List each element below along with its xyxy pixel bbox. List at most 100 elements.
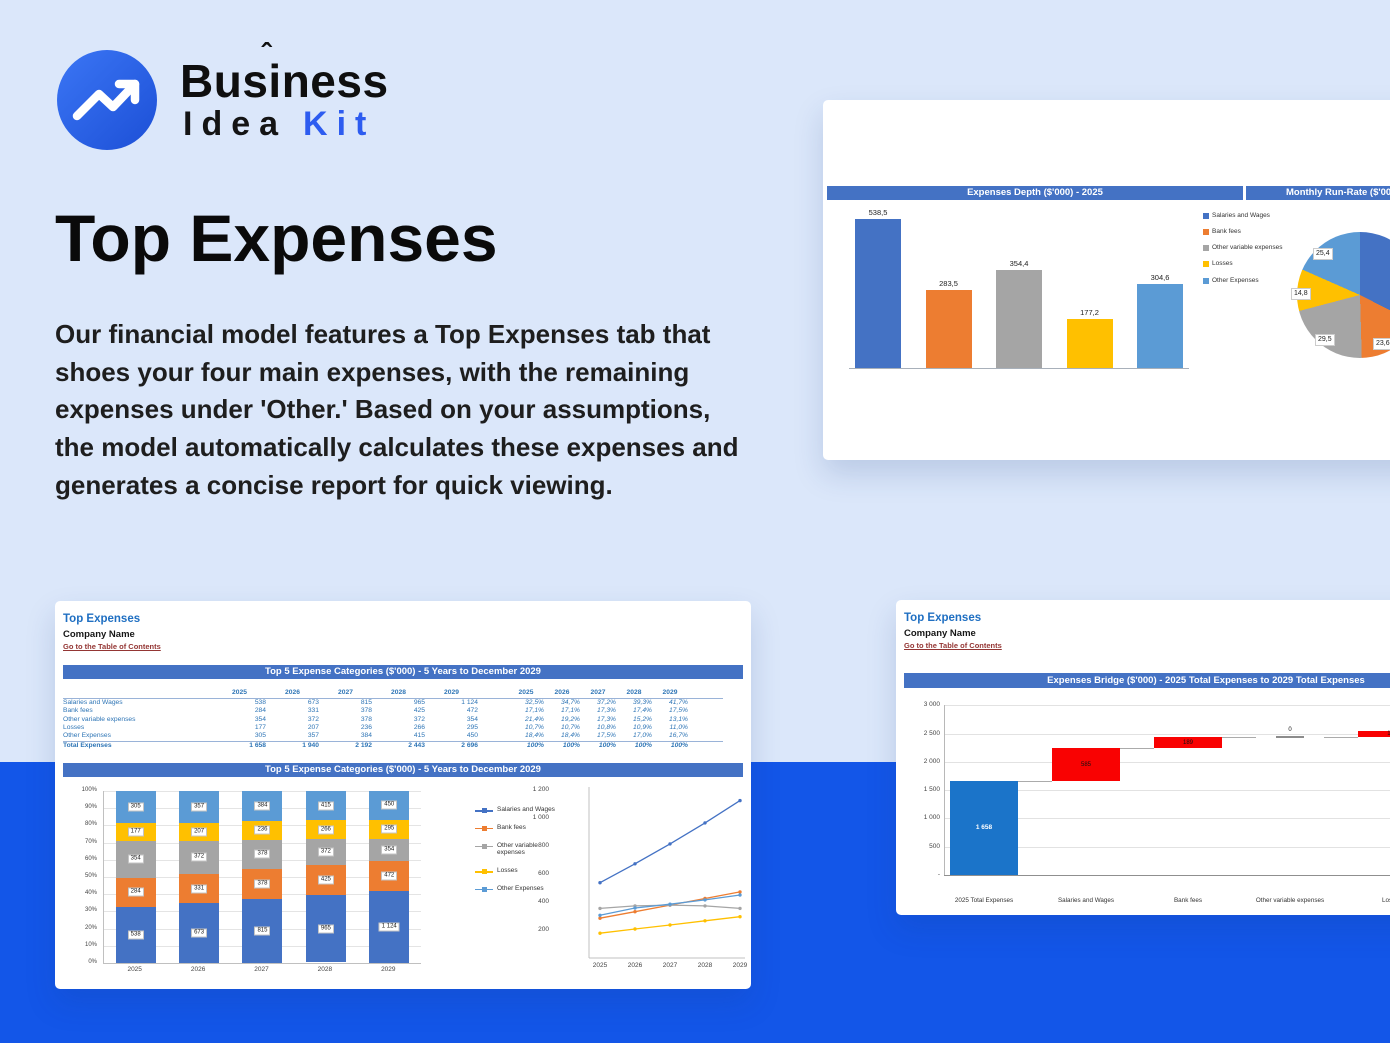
bar	[925, 289, 972, 368]
legend-marker	[475, 825, 493, 831]
segment-value-label: 425	[317, 875, 334, 885]
cell-percent: 17,3%	[597, 707, 616, 715]
row-label: Total Expenses	[63, 742, 112, 750]
cell-value: 354	[254, 715, 266, 723]
connector-line	[1222, 737, 1256, 739]
cell-percent: 2029	[662, 689, 678, 696]
cell-percent: 13,1%	[669, 715, 688, 723]
stacked-segment: 354	[115, 840, 156, 878]
stacked-segment: 384	[242, 791, 283, 822]
table-row: Total Expenses 1 658 1 940 2 192 2 443 2 696 1…	[63, 741, 723, 750]
cell-value: 1 940	[302, 742, 319, 750]
stacked-bar-chart: 305 177 354 284 538 357 207 372 331 673 384 236 378 3…	[103, 791, 421, 964]
bar	[1066, 319, 1113, 368]
gridline	[944, 705, 1390, 707]
waterfall-chart: 3 000 2 500 2 000 1 500 1 000 500 - 1 658 2025 T…	[896, 695, 1390, 910]
cell-value: 538	[254, 699, 266, 706]
y-axis-label: 40%	[84, 890, 97, 897]
cell-percent: 2028	[626, 689, 642, 696]
depth-card: Expenses Depth ($'000) - 2025 Monthly Ru…	[823, 100, 1390, 460]
segment-value-label: 372	[191, 852, 208, 862]
stacked-segment: 177	[115, 822, 156, 841]
stacked-segment: 372	[305, 838, 346, 865]
y-axis-label: 20%	[84, 924, 97, 931]
stacked-segment: 1 124	[369, 891, 410, 963]
cell-value: 2 696	[461, 742, 478, 750]
legend-label: Other variable expenses	[497, 841, 538, 857]
sheet-title: Top Expenses	[904, 612, 982, 624]
brand-logo	[57, 50, 157, 150]
table-row: Bank fees 284 331 378 425 472 17,1% 17,1% 17,3% 1…	[63, 707, 723, 715]
y-axis-label: 80%	[84, 821, 97, 828]
segment-value-label: 673	[191, 928, 208, 938]
y-axis-label: 1 200	[532, 786, 549, 793]
y-axis	[944, 705, 945, 875]
toc-link[interactable]: Go to the Table of Contents	[904, 641, 1002, 650]
cell-value: 2 192	[355, 742, 372, 750]
stacked-segment: 236	[242, 821, 283, 840]
segment-value-label: 1 124	[378, 922, 400, 932]
depth-bar-chart: 538,5 283,5 354,4 177,2 304,6	[849, 202, 1189, 369]
row-label: Bank fees	[63, 707, 93, 715]
stacked-segment: 207	[179, 822, 220, 841]
growth-arrow-icon	[72, 79, 140, 121]
cell-value: 378	[360, 707, 372, 715]
table-row: Other variable expenses 354 372 378 372 354 21…	[63, 716, 723, 724]
line-chart	[588, 787, 745, 959]
segment-value-label: 815	[254, 926, 271, 936]
stacked-column: 305 177 354 284 538	[115, 791, 156, 963]
legend-label: Other variable expenses	[1212, 244, 1283, 252]
stacked-segment: 378	[242, 839, 283, 870]
legend-item: Other variable expenses	[475, 842, 561, 858]
x-axis-label: Salaries and Wages	[1057, 897, 1115, 904]
cell-value: 177	[254, 723, 266, 731]
bar-value-label: 304,6	[1150, 272, 1170, 282]
y-axis-label: 10%	[84, 941, 97, 948]
x-axis-label: 2027	[254, 966, 269, 973]
legend-swatch	[1203, 277, 1209, 284]
segment-value-label: 295	[381, 824, 398, 834]
y-axis-label: 2 500	[923, 729, 940, 737]
top5-table-banner: Top 5 Expense Categories ($'000) - 5 Yea…	[63, 665, 743, 679]
cell-percent: 2026	[554, 689, 570, 696]
x-axis-label: Bank fees	[1173, 897, 1202, 904]
stacked-segment: 815	[242, 899, 283, 963]
segment-value-label: 472	[381, 871, 398, 881]
page-description: Our financial model features a Top Expen…	[55, 319, 739, 500]
y-axis-label: 200	[538, 926, 549, 933]
wordmark-pre: Bus	[180, 55, 269, 107]
cell-value: 207	[307, 723, 319, 731]
x-axis-label: 2025 Total Expenses	[954, 897, 1014, 904]
x-axis	[944, 875, 1390, 876]
x-axis-label: 2028	[317, 966, 333, 973]
gridline	[944, 790, 1390, 792]
stacked-segment: 354	[369, 838, 410, 862]
connector-line	[1120, 748, 1154, 749]
cell-value: 673	[307, 699, 319, 706]
y-axis-label: 3 000	[923, 701, 940, 709]
legend-swatch	[1203, 213, 1209, 219]
bar-column: 304,6	[1131, 202, 1189, 368]
y-axis-label: 1 000	[532, 814, 549, 821]
bar	[1052, 748, 1120, 782]
x-axis-label: Losses	[1382, 897, 1390, 904]
cell-percent: 100%	[670, 742, 688, 750]
cell-value: 372	[307, 715, 319, 723]
y-axis-label: 400	[538, 898, 549, 905]
legend-label: Other Expenses	[1212, 276, 1259, 284]
segment-value-label: 538	[127, 930, 144, 940]
bar-value-label: 283,5	[939, 278, 958, 288]
bar-column: 283,5	[920, 202, 978, 368]
wordmark-post: ness	[281, 55, 389, 107]
cell-percent: 32,5%	[525, 699, 544, 706]
segment-value-label: 305	[127, 802, 144, 812]
cell-percent: 21,4%	[525, 715, 544, 723]
stacked-segment: 538	[115, 907, 156, 963]
gridline	[944, 733, 1390, 735]
row-label: Losses	[63, 723, 85, 731]
bridge-banner: Expenses Bridge ($'000) - 2025 Total Exp…	[904, 673, 1390, 688]
y-axis-label: 30%	[84, 907, 97, 914]
x-axis-label: 2029	[732, 962, 748, 969]
toc-link[interactable]: Go to the Table of Contents	[63, 642, 161, 651]
